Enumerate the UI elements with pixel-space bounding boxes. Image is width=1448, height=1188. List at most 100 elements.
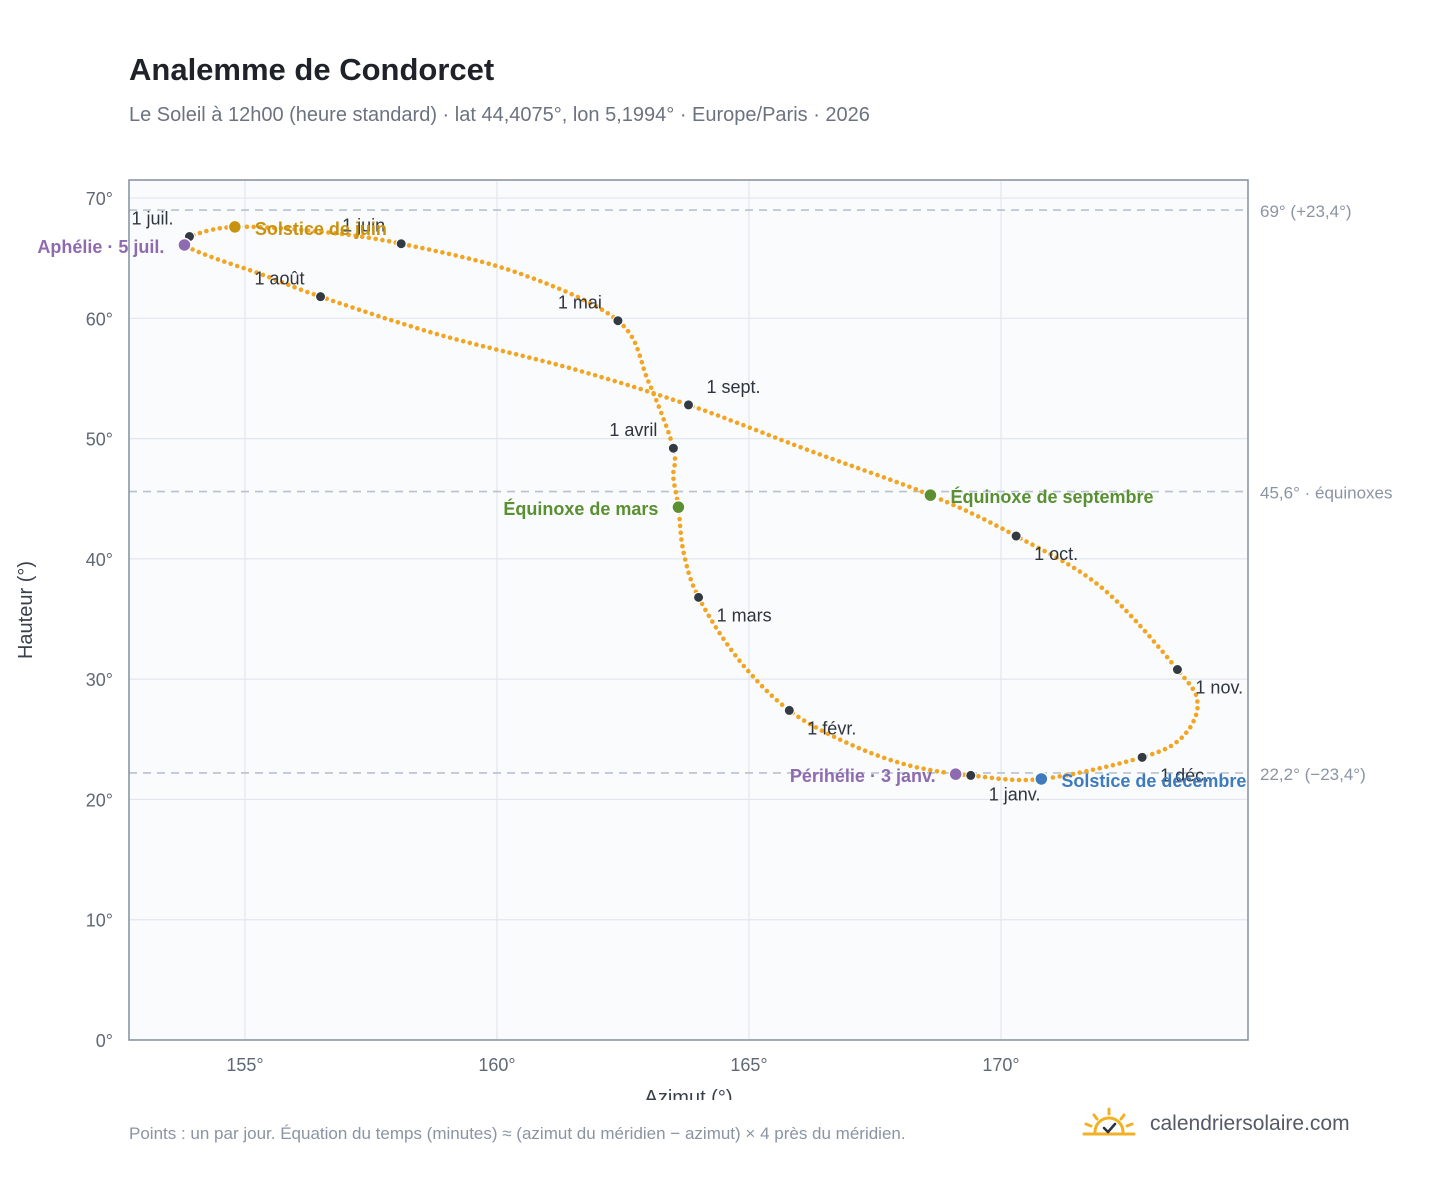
daily-sun-point (586, 371, 591, 376)
daily-sun-point (646, 379, 651, 384)
month-marker (612, 315, 624, 327)
daily-sun-point (785, 440, 791, 445)
daily-sun-point (941, 770, 946, 775)
daily-sun-point (273, 277, 278, 283)
daily-sun-point (644, 388, 650, 394)
daily-sun-point (747, 425, 753, 431)
daily-sun-point (769, 693, 775, 698)
daily-sun-point (643, 372, 649, 378)
daily-sun-point (1060, 558, 1065, 564)
daily-sun-point (1133, 618, 1139, 624)
daily-sun-point (1084, 768, 1089, 774)
daily-sun-point (639, 359, 645, 365)
daily-sun-point (1030, 542, 1035, 547)
daily-sun-point (755, 679, 760, 684)
special-point (227, 219, 243, 235)
brand[interactable]: calendriersolaire.com (1082, 1106, 1350, 1142)
daily-sun-point (1009, 777, 1015, 783)
daily-sun-point (447, 335, 453, 341)
daily-sun-point (286, 282, 291, 288)
daily-sun-point (415, 326, 420, 331)
daily-sun-point (682, 557, 688, 562)
daily-sun-point (546, 360, 552, 365)
special-point-label: Solstice de juin (255, 219, 387, 239)
daily-sun-point (1109, 594, 1115, 600)
daily-sun-point (856, 745, 862, 751)
daily-sun-point (305, 289, 310, 295)
daily-sun-point (428, 329, 433, 335)
daily-sun-point (975, 514, 981, 519)
daily-sun-point (868, 470, 874, 476)
daily-sun-point (575, 294, 581, 300)
daily-sun-point (679, 537, 684, 542)
daily-sun-point (402, 322, 407, 327)
daily-sun-point (453, 253, 459, 258)
daily-sun-point (625, 328, 631, 334)
daily-sun-point (492, 263, 498, 268)
daily-sun-point (651, 390, 656, 396)
daily-sun-point (837, 737, 843, 742)
daily-sun-point (215, 257, 221, 262)
daily-sun-point (389, 317, 394, 323)
daily-sun-point (881, 755, 887, 761)
daily-sun-point (855, 465, 861, 471)
daily-sun-point (1119, 604, 1125, 609)
analemma-chart: 155° 160° 165° 170° 0° 10° 20° 30° 40° 50° 60° 70° A… (15, 179, 1393, 1100)
daily-sun-point (823, 454, 829, 460)
daily-sun-point (573, 367, 578, 372)
daily-sun-point (1184, 730, 1189, 735)
daily-sun-point (664, 395, 669, 400)
daily-sun-point (346, 232, 352, 238)
month-label: 1 juin (342, 216, 385, 236)
daily-sun-point (479, 259, 485, 265)
brand-label: calendriersolaire.com (1150, 1112, 1350, 1135)
daily-sun-point (681, 550, 686, 556)
month-label: 1 avril (609, 420, 657, 440)
special-point (923, 487, 938, 503)
daily-sun-point (690, 583, 696, 588)
daily-sun-point (395, 320, 401, 325)
daily-sun-point (587, 300, 593, 306)
month-marker (315, 291, 327, 303)
daily-sun-point (1077, 569, 1083, 574)
daily-sun-point (267, 275, 272, 280)
daily-sun-point (593, 304, 599, 309)
daily-sun-point (446, 251, 452, 257)
daily-sun-point (466, 256, 472, 261)
daily-sun-point (843, 461, 848, 467)
daily-sun-point (963, 508, 969, 513)
month-marker (783, 704, 795, 716)
daily-sun-point (672, 463, 677, 468)
special-point-label: Périhélie · 3 janv. (790, 766, 936, 786)
daily-sun-point (420, 245, 425, 251)
month-label: 1 sept. (707, 377, 761, 397)
daily-sun-point (500, 348, 506, 354)
daily-sun-point (728, 647, 734, 653)
daily-sun-point (241, 265, 246, 271)
daily-sun-point (579, 369, 585, 374)
y-tick-label: 10° (86, 911, 113, 931)
daily-sun-point (928, 767, 933, 773)
daily-sun-point (699, 601, 705, 607)
daily-sun-point (363, 309, 368, 315)
daily-sun-point (944, 499, 950, 505)
daily-sun-point (951, 502, 956, 508)
special-point (671, 499, 686, 515)
daily-sun-point (625, 382, 630, 388)
daily-sun-point (1036, 545, 1041, 551)
daily-sun-point (908, 763, 913, 769)
daily-sun-point (265, 225, 270, 230)
daily-sun-point (741, 422, 746, 428)
daily-sun-point (518, 271, 524, 277)
daily-sun-point (460, 338, 466, 344)
daily-sun-point (1195, 705, 1200, 711)
daily-sun-point (657, 393, 663, 398)
daily-sun-point (581, 297, 587, 303)
daily-sun-point (686, 570, 691, 575)
daily-sun-point (197, 230, 203, 236)
daily-sun-point (605, 376, 611, 382)
special-point-label: Équinoxe de mars (503, 498, 658, 519)
daily-sun-point (487, 345, 492, 351)
daily-sun-point (1191, 718, 1196, 724)
month-label: 1 mai (558, 293, 602, 313)
